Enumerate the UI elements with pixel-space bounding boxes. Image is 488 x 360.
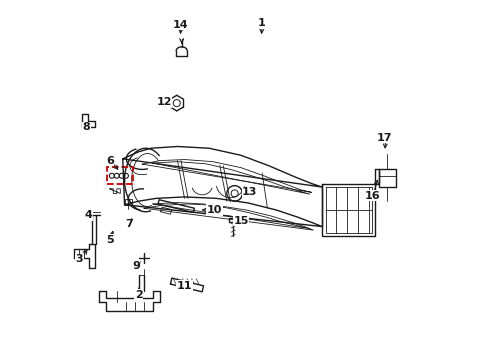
Text: 13: 13 bbox=[242, 187, 257, 197]
Text: 2: 2 bbox=[135, 290, 142, 300]
Text: 3: 3 bbox=[76, 255, 83, 264]
Text: 6: 6 bbox=[105, 156, 113, 166]
Text: 9: 9 bbox=[132, 261, 140, 271]
Text: 8: 8 bbox=[82, 122, 90, 132]
Text: 14: 14 bbox=[172, 20, 188, 30]
Text: 12: 12 bbox=[156, 98, 171, 107]
Text: 7: 7 bbox=[124, 219, 132, 229]
Text: 16: 16 bbox=[364, 191, 379, 201]
Text: 17: 17 bbox=[376, 133, 392, 143]
Text: 10: 10 bbox=[206, 205, 222, 215]
Text: 4: 4 bbox=[84, 210, 92, 220]
Text: 11: 11 bbox=[177, 281, 192, 291]
Text: 15: 15 bbox=[233, 216, 248, 226]
Text: 5: 5 bbox=[106, 235, 113, 245]
Bar bbox=[107, 167, 133, 184]
Text: 1: 1 bbox=[257, 18, 265, 28]
